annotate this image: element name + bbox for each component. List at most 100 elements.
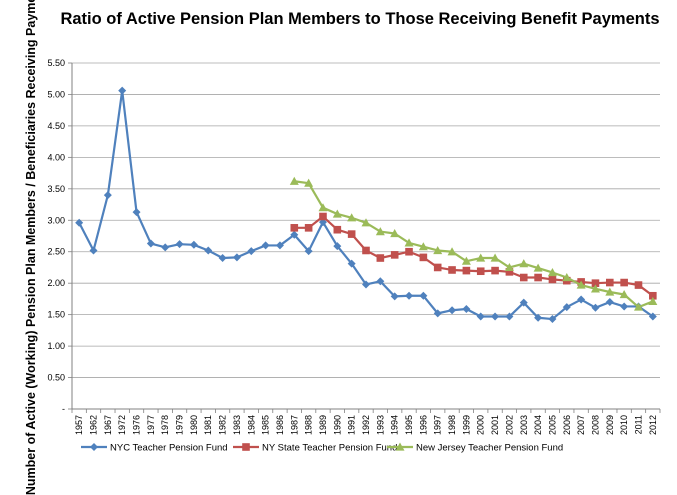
data-point: [504, 262, 514, 272]
data-point: [132, 208, 141, 217]
data-point: [533, 263, 543, 272]
legend-label: New Jersey Teacher Pension Fund: [416, 443, 563, 454]
data-point: [390, 251, 399, 259]
data-point: [404, 238, 414, 247]
data-point: [433, 309, 442, 318]
x-tick-label: 1976: [132, 415, 142, 435]
data-point: [390, 292, 399, 301]
data-point: [361, 218, 371, 227]
legend-label: NYC Teacher Pension Fund: [110, 443, 228, 454]
data-point: [433, 245, 443, 255]
data-point: [462, 304, 471, 313]
legend: NYC Teacher Pension Fund NY State Teacher…: [81, 442, 563, 454]
data-point: [375, 227, 385, 236]
axes: [68, 62, 661, 413]
data-point: [418, 242, 428, 251]
data-point: [490, 253, 500, 262]
data-point: [620, 278, 628, 287]
x-tick-label: 1996: [418, 415, 428, 435]
data-point: [461, 256, 471, 265]
data-point: [577, 295, 586, 304]
data-point: [362, 246, 370, 255]
data-point: [548, 315, 557, 324]
data-point: [390, 228, 400, 238]
x-tick-label: 1982: [218, 415, 228, 435]
x-tick-label: 1962: [89, 415, 99, 435]
data-point: [519, 273, 528, 282]
y-tick-label: 3.00: [47, 215, 65, 225]
data-point: [433, 263, 442, 272]
x-tick-label: 2010: [619, 415, 629, 435]
data-point: [591, 303, 600, 312]
data-point: [395, 442, 405, 451]
data-point: [419, 253, 428, 262]
data-point: [605, 287, 615, 296]
x-tick-label: 2000: [476, 415, 486, 435]
data-point: [175, 240, 184, 249]
x-tick-label: 2006: [562, 415, 572, 435]
data-point: [290, 230, 299, 239]
x-tick-label: 1997: [433, 415, 443, 435]
data-point: [448, 266, 456, 274]
data-point: [491, 312, 500, 321]
y-tick-label: 4.00: [47, 152, 65, 162]
data-point: [448, 306, 457, 315]
data-point: [376, 254, 385, 262]
x-tick-label: 1983: [232, 415, 242, 435]
y-tick-label: 3.50: [47, 184, 65, 194]
x-tick-label: 1984: [246, 415, 256, 435]
data-point: [634, 281, 643, 289]
y-tick-label: 1.50: [47, 310, 65, 320]
data-point: [405, 291, 414, 300]
data-point: [290, 224, 299, 232]
data-point: [619, 290, 629, 299]
x-tick-label: 1979: [175, 415, 185, 435]
legend-item: New Jersey Teacher Pension Fund: [387, 442, 563, 454]
data-point: [204, 246, 213, 255]
x-tick-label: 2012: [648, 415, 658, 435]
data-point: [590, 284, 600, 293]
data-point: [620, 302, 629, 311]
data-point: [476, 253, 486, 262]
data-point: [218, 254, 227, 263]
data-point: [447, 247, 457, 256]
x-tick-label: 1990: [332, 415, 342, 435]
y-tick-label: 2.50: [47, 247, 65, 257]
data-point: [505, 312, 514, 321]
data-point: [304, 247, 313, 256]
data-point: [648, 296, 658, 306]
x-tick-label: 1957: [74, 415, 84, 435]
x-tick-label: 1999: [461, 415, 471, 435]
data-point: [232, 253, 241, 262]
legend-item: NYC Teacher Pension Fund: [81, 443, 228, 454]
data-point: [289, 176, 299, 185]
y-tick-label: -: [62, 404, 65, 414]
y-tick-label: 1.00: [47, 341, 65, 351]
data-point: [118, 86, 127, 95]
legend-label: NY State Teacher Pension Fund: [262, 443, 397, 454]
data-point: [649, 291, 657, 300]
data-point: [103, 191, 112, 200]
data-point: [275, 241, 284, 250]
data-point: [362, 280, 370, 289]
data-point: [519, 298, 528, 307]
y-tick-labels: - 0.50 1.00 1.50 2.00 2.50 3.00 3.50 4.00 4.50 5.0…: [47, 58, 65, 414]
x-tick-label: 2003: [519, 415, 529, 435]
x-tick-label: 2008: [590, 415, 600, 435]
series-layer: [75, 86, 658, 324]
data-point: [376, 277, 385, 286]
x-tick-label: 2002: [504, 415, 514, 435]
data-point: [242, 443, 250, 451]
x-tick-label: 1998: [447, 415, 457, 435]
data-point: [491, 266, 499, 275]
x-tick-labels: 1957 1962 1967 1972 1976 1977 1978 1979 1980 1981…: [74, 415, 658, 435]
x-tick-label: 1986: [275, 415, 285, 435]
x-tick-label: 2005: [547, 415, 557, 435]
data-point: [576, 280, 586, 289]
data-point: [333, 242, 342, 251]
x-tick-label: 1988: [304, 415, 314, 435]
data-point: [476, 312, 485, 321]
x-tick-label: 1994: [390, 415, 400, 435]
x-tick-label: 1985: [261, 415, 271, 435]
data-point: [304, 178, 314, 187]
